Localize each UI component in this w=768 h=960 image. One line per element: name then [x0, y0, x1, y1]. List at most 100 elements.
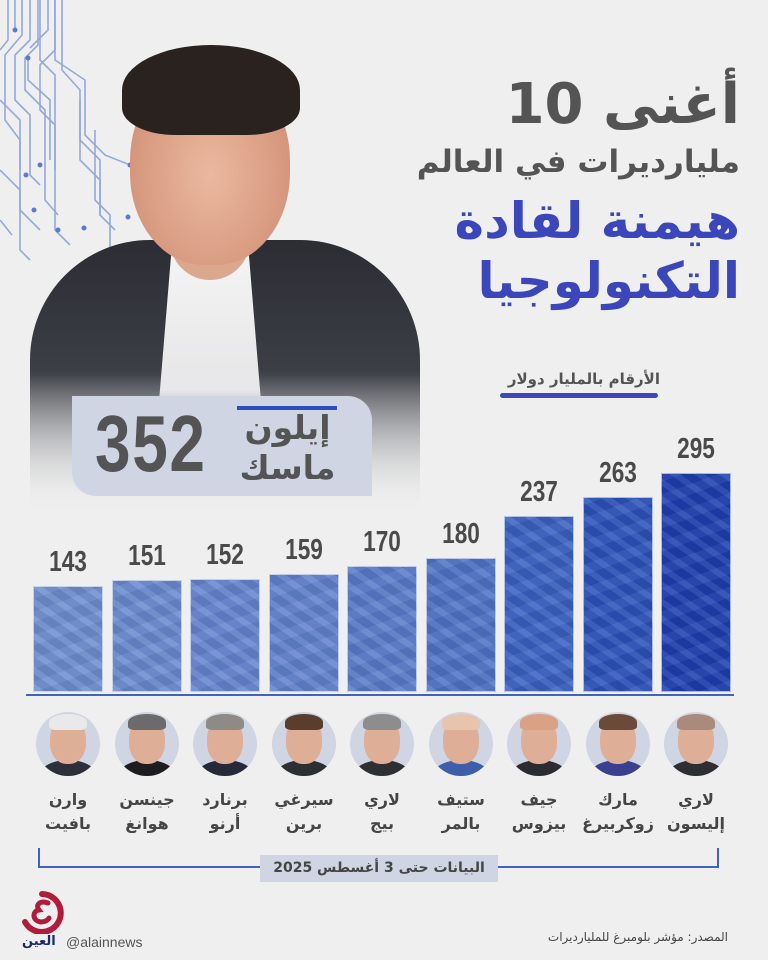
avatar-body: [40, 760, 96, 776]
brand-name: العين: [22, 934, 56, 949]
avatar: [507, 712, 571, 776]
chart-bar: [347, 566, 417, 692]
person-card: ستيف بالمر: [423, 712, 499, 836]
avatar: [193, 712, 257, 776]
person-last-name: بيج: [369, 814, 395, 833]
unit-note: الأرقام بالمليار دولار: [507, 370, 660, 388]
bar-value-label: 180: [442, 518, 480, 550]
person-name: ستيف بالمر: [423, 788, 499, 836]
chart-bar: [269, 574, 339, 692]
title-line-1: أغنى 10: [505, 72, 740, 137]
bar-value-label: 152: [206, 539, 244, 571]
person-name: جيف بيزوس: [501, 788, 577, 836]
bar-value-label: 159: [285, 534, 323, 566]
bar-value-label: 143: [49, 546, 87, 578]
avatar-hair: [206, 714, 244, 730]
person-first-name: لاري: [364, 790, 400, 809]
person-last-name: بالمر: [441, 814, 481, 833]
subtitle-line-1: هيمنة لقادة: [454, 192, 740, 250]
person-card: لاري بيج: [344, 712, 420, 836]
person-card: برنارد أرنو: [187, 712, 263, 836]
person-card: سيرغي برين: [266, 712, 342, 836]
bar-value-label: 295: [677, 433, 715, 465]
avatar-hair: [599, 714, 637, 730]
person-first-name: جينسن: [119, 790, 175, 809]
bar-chart: 143 151 152 159 170 180 237 263 295: [33, 433, 731, 692]
person-name: سيرغي برين: [266, 788, 342, 836]
avatar: [664, 712, 728, 776]
person-name: برنارد أرنو: [187, 788, 263, 836]
title-block: أغنى 10 مليارديرات في العالم هيمنة لقادة…: [417, 72, 740, 312]
subtitle-line-2: التكنولوجيا: [477, 252, 741, 310]
person-name: جينسن هوانغ: [109, 788, 185, 836]
social-handle: @alainnews: [66, 934, 143, 950]
bar-value-label: 170: [363, 526, 401, 558]
person-card: جينسن هوانغ: [109, 712, 185, 836]
chart-bar: [190, 579, 260, 692]
highlight-box: [72, 396, 372, 496]
alain-logo-icon: [22, 891, 64, 934]
person-first-name: ستيف: [437, 790, 485, 809]
person-name: لاري بيج: [344, 788, 420, 836]
person-last-name: أرنو: [209, 814, 241, 833]
avatar-body: [511, 760, 567, 776]
person-card: مارك زوكربيرغ: [580, 712, 656, 836]
avatar-body: [197, 760, 253, 776]
person-card: جيف بيزوس: [501, 712, 577, 836]
avatar-hair: [363, 714, 401, 730]
chart-bar: [426, 558, 496, 692]
chart-baseline: [26, 694, 734, 696]
chart-bar: [33, 586, 103, 692]
person-card: لاري إليسون: [658, 712, 734, 836]
person-name: مارك زوكربيرغ: [580, 788, 656, 836]
highlight-last-name: ماسك: [239, 448, 336, 487]
avatar-body: [668, 760, 724, 776]
person-last-name: زوكربيرغ: [582, 814, 654, 833]
person-last-name: بيزوس: [511, 814, 567, 833]
avatar-hair: [442, 714, 480, 730]
person-first-name: سيرغي: [274, 790, 334, 809]
avatar-body: [354, 760, 410, 776]
highlight-accent-bar: [237, 406, 337, 410]
source-note: المصدر: مؤشر بلومبرغ للمليارديرات: [547, 930, 728, 944]
unit-underline: [500, 393, 658, 398]
avatar-body: [119, 760, 175, 776]
avatar-hair: [128, 714, 166, 730]
bar-value-label: 237: [520, 476, 558, 508]
chart-bar: [112, 580, 182, 692]
avatar-hair: [49, 714, 87, 730]
avatar-hair: [520, 714, 558, 730]
avatar: [36, 712, 100, 776]
highlight-first-name: إيلون: [244, 408, 331, 447]
person-card: وارن بافيت: [30, 712, 106, 836]
highlight-value: 352: [95, 399, 207, 488]
avatar-body: [433, 760, 489, 776]
person-name: وارن بافيت: [30, 788, 106, 836]
portrait-hair: [122, 45, 300, 135]
avatar: [350, 712, 414, 776]
avatar-body: [590, 760, 646, 776]
avatar: [586, 712, 650, 776]
chart-bar: [661, 473, 731, 692]
person-first-name: جيف: [520, 790, 558, 809]
person-last-name: بافيت: [45, 814, 91, 833]
chart-bar: [504, 516, 574, 692]
person-last-name: إليسون: [667, 814, 725, 833]
person-first-name: لاري: [678, 790, 714, 809]
avatar-body: [276, 760, 332, 776]
title-line-2: مليارديرات في العالم: [416, 144, 740, 180]
avatar: [429, 712, 493, 776]
avatar-hair: [677, 714, 715, 730]
person-first-name: وارن: [48, 790, 88, 809]
person-last-name: هوانغ: [125, 814, 169, 833]
person-name: لاري إليسون: [658, 788, 734, 836]
avatar: [115, 712, 179, 776]
date-note: البيانات حتى 3 أغسطس 2025: [260, 855, 498, 882]
person-last-name: برين: [285, 814, 323, 833]
chart-bar: [583, 497, 653, 692]
bar-value-label: 151: [128, 540, 166, 572]
avatar: [272, 712, 336, 776]
person-first-name: برنارد: [202, 790, 248, 809]
avatar-hair: [285, 714, 323, 730]
highlight-name: إيلون ماسك: [230, 408, 345, 488]
